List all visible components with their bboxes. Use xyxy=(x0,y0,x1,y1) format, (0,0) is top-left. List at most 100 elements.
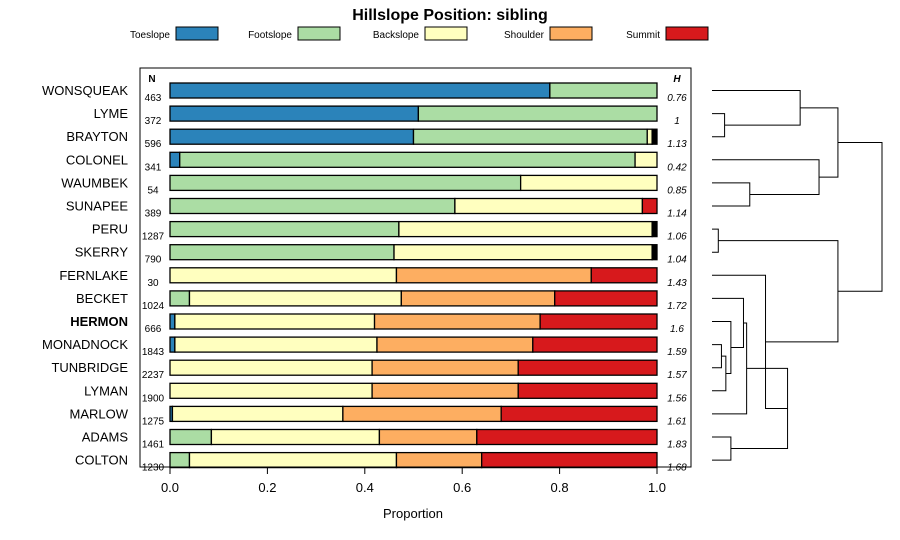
row-label-colton: COLTON xyxy=(75,453,128,468)
dendrogram-link xyxy=(712,274,788,409)
dendrogram-link xyxy=(712,90,801,126)
bar-tunbridge-shoulder xyxy=(371,359,519,376)
bars xyxy=(169,82,658,469)
x-axis: 0.0 0.2 0.4 0.6 0.8 1.0 xyxy=(161,467,666,495)
row-label-sunapee: SUNAPEE xyxy=(66,199,128,214)
n-value-fernlake: 30 xyxy=(147,278,159,289)
h-value-skerry: 1.04 xyxy=(667,255,687,266)
panel-frame xyxy=(139,67,692,468)
bar-peru-footslope xyxy=(169,220,400,238)
bar-colonel-backslope xyxy=(634,151,658,168)
legend-swatch-shoulder xyxy=(549,26,593,41)
row-label-wonsqueak: WONSQUEAK xyxy=(42,83,128,98)
h-value-wonsqueak: 0.76 xyxy=(667,93,687,104)
dendrogram-link xyxy=(712,322,748,415)
row-label-marlow: MARLOW xyxy=(70,406,129,421)
bar-sunapee-footslope xyxy=(169,197,456,215)
x-tick-label: 0.8 xyxy=(551,480,569,495)
bar-waumbek-backslope xyxy=(519,174,658,192)
bar-fernlake-backslope xyxy=(169,267,398,284)
n-value-colton: 1230 xyxy=(142,463,165,474)
h-value-marlow: 1.61 xyxy=(667,416,686,427)
bar-colton-shoulder xyxy=(395,451,483,469)
bar-sunapee-summit xyxy=(641,197,658,215)
h-value-fernlake: 1.43 xyxy=(667,278,687,289)
n-value-lyme: 372 xyxy=(145,116,162,127)
h-value-colton: 1.68 xyxy=(667,463,687,474)
n-value-colonel: 341 xyxy=(145,162,162,173)
legend-swatch-summit xyxy=(665,26,709,41)
n-value-tunbridge: 2237 xyxy=(142,370,165,381)
legend-swatch-backslope xyxy=(424,26,468,41)
dendrogram-link xyxy=(712,159,820,195)
n-value-skerry: 790 xyxy=(145,255,162,266)
n-header: N xyxy=(148,74,155,85)
bar-skerry-backslope xyxy=(393,244,653,261)
dendrogram-link xyxy=(712,297,744,348)
h-value-adams: 1.83 xyxy=(667,440,687,451)
n-value-peru: 1287 xyxy=(142,232,165,243)
bar-skerry-unlabeled xyxy=(651,244,658,261)
bar-fernlake-shoulder xyxy=(395,267,592,284)
bar-peru-unlabeled xyxy=(651,220,658,238)
bar-becket-shoulder xyxy=(400,290,556,307)
bar-lyme-footslope xyxy=(417,105,658,122)
bar-monadnock-summit xyxy=(532,336,658,353)
n-value-wonsqueak: 463 xyxy=(145,93,162,104)
row-label-lyme: LYME xyxy=(94,106,129,121)
bar-tunbridge-backslope xyxy=(169,359,373,376)
bar-lyman-shoulder xyxy=(371,382,519,399)
bar-becket-summit xyxy=(554,290,658,307)
dendrogram-link xyxy=(837,141,883,292)
bar-monadnock-toeslope xyxy=(169,336,176,353)
row-label-adams: ADAMS xyxy=(82,430,129,445)
bar-becket-footslope xyxy=(169,290,191,307)
x-axis-label: Proportion xyxy=(383,506,443,521)
legend-swatch-footslope xyxy=(297,26,341,41)
bar-hermon-shoulder xyxy=(373,313,541,330)
dendrogram xyxy=(712,90,883,461)
bar-lyme-toeslope xyxy=(169,105,420,122)
chart-title: Hillslope Position: sibling xyxy=(352,7,548,24)
row-label-fernlake: FERNLAKE xyxy=(59,268,128,283)
legend-swatch-toeslope xyxy=(175,26,219,41)
h-value-becket: 1.72 xyxy=(667,301,687,312)
bar-brayton-backslope xyxy=(646,128,653,145)
h-value-lyme: 1 xyxy=(674,116,680,127)
bar-brayton-unlabeled xyxy=(651,128,658,145)
bar-skerry-footslope xyxy=(169,244,395,261)
x-tick-label: 0.4 xyxy=(356,480,374,495)
row-label-lyman: LYMAN xyxy=(84,383,128,398)
x-tick-label: 0.6 xyxy=(453,480,471,495)
row-label-becket: BECKET xyxy=(76,291,128,306)
row-labels: WONSQUEAK 463 0.76 LYME 372 1 BRAYTON 596 1.13 CO… xyxy=(42,83,687,474)
legend-label-shoulder: Shoulder xyxy=(504,30,545,41)
bar-adams-shoulder xyxy=(378,428,478,446)
bar-hermon-backslope xyxy=(174,313,376,330)
bar-hermon-toeslope xyxy=(169,313,176,330)
bar-adams-backslope xyxy=(210,428,381,446)
n-value-becket: 1024 xyxy=(142,301,165,312)
h-value-monadnock: 1.59 xyxy=(667,347,687,358)
row-label-hermon: HERMON xyxy=(70,314,128,329)
bar-monadnock-backslope xyxy=(174,336,378,353)
n-value-monadnock: 1843 xyxy=(142,347,165,358)
bar-marlow-backslope xyxy=(171,405,344,423)
dendrogram-link xyxy=(730,367,789,450)
row-label-waumbek: WAUMBEK xyxy=(61,175,128,190)
bar-lyman-backslope xyxy=(169,382,373,399)
bar-colton-backslope xyxy=(188,451,398,469)
row-label-skerry: SKERRY xyxy=(75,245,129,260)
bar-adams-summit xyxy=(476,428,658,446)
bar-lyman-summit xyxy=(517,382,658,399)
legend-label-footslope: Footslope xyxy=(248,30,292,41)
h-value-hermon: 1.6 xyxy=(670,324,684,335)
bar-hermon-summit xyxy=(539,313,658,330)
h-value-lyman: 1.56 xyxy=(667,393,687,404)
bar-colton-summit xyxy=(481,451,658,469)
row-label-colonel: COLONEL xyxy=(66,152,128,167)
legend: Toeslope Footslope Backslope Shoulder Summit xyxy=(130,26,709,41)
dendrogram-link xyxy=(712,113,726,138)
dendrogram-link xyxy=(712,344,722,369)
